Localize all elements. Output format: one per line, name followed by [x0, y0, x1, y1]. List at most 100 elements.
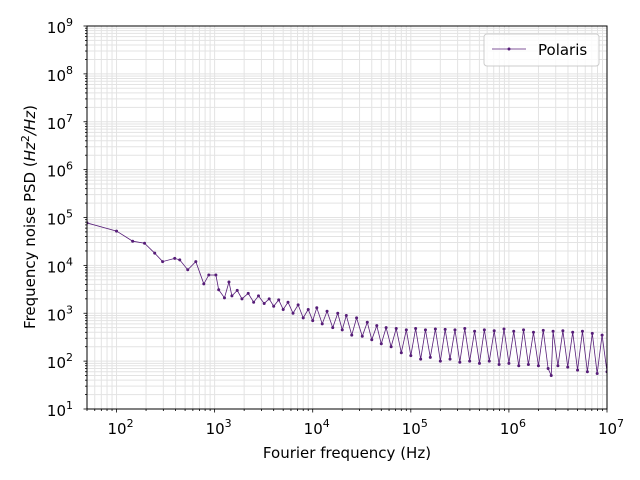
data-point [350, 333, 354, 337]
data-point [143, 241, 147, 245]
data-point [301, 316, 305, 320]
data-point [240, 297, 244, 301]
data-point [384, 326, 388, 330]
y-tick-label: 101 [47, 399, 73, 420]
data-point [186, 268, 190, 272]
data-point [497, 363, 501, 367]
data-point [115, 229, 119, 233]
data-point [492, 329, 496, 333]
data-point [256, 294, 260, 298]
data-point [590, 331, 594, 335]
data-point [433, 327, 437, 331]
data-point [202, 282, 206, 286]
data-point [512, 329, 516, 333]
x-tick-label: 104 [304, 417, 330, 438]
data-point [344, 313, 348, 317]
y-tick-label: 109 [47, 16, 73, 37]
data-point [306, 307, 310, 311]
data-point [428, 355, 432, 359]
data-point [389, 345, 393, 349]
data-point [549, 374, 553, 378]
data-point [546, 367, 550, 371]
series-polaris [87, 221, 607, 378]
y-tick-label: 107 [47, 112, 73, 133]
data-point [222, 296, 226, 300]
legend-marker [507, 47, 511, 51]
data-point [399, 351, 403, 355]
legend-label: Polaris [538, 41, 587, 59]
data-point [375, 324, 379, 328]
data-point [580, 329, 584, 333]
x-axis-label: Fourier frequency (Hz) [263, 444, 431, 462]
series-group [87, 221, 607, 378]
data-point [556, 364, 560, 368]
data-point [571, 330, 575, 334]
data-point [370, 338, 374, 342]
data-point [595, 372, 599, 376]
data-point [414, 327, 418, 331]
y-tick-label: 104 [47, 255, 73, 276]
x-tick-label: 102 [107, 417, 133, 438]
data-point [246, 291, 250, 295]
data-point [477, 361, 481, 365]
x-tick-label: 105 [402, 417, 428, 438]
data-point [217, 288, 221, 292]
data-point [423, 328, 427, 332]
data-point [340, 328, 344, 332]
y-tick-label: 106 [47, 160, 73, 181]
data-point [409, 354, 413, 358]
data-point [230, 294, 234, 298]
data-point [281, 307, 285, 311]
data-point [600, 333, 604, 337]
data-point [320, 322, 324, 326]
x-tick-label: 107 [598, 417, 624, 438]
legend: Polaris [483, 33, 600, 67]
data-point [365, 320, 369, 324]
data-point [487, 359, 491, 363]
data-point [443, 327, 447, 331]
data-point [468, 359, 472, 363]
data-point [296, 303, 300, 307]
data-point [336, 311, 340, 315]
data-point [267, 297, 271, 301]
data-point [194, 260, 198, 264]
x-tick-label: 103 [206, 417, 232, 438]
data-point [502, 327, 506, 331]
data-point [227, 280, 231, 284]
data-point [277, 298, 281, 302]
data-point [507, 361, 511, 365]
ticks: 102 103 104 105 106 107 101 102 103 104 105 106 107 1… [47, 16, 624, 438]
data-point [173, 256, 177, 260]
data-point [360, 334, 364, 338]
data-point [536, 364, 540, 368]
data-point [178, 258, 182, 262]
data-point [355, 316, 359, 320]
data-point [404, 328, 408, 332]
data-point [576, 368, 580, 372]
data-point [522, 328, 526, 332]
y-axis-label: Frequency noise PSD (Hz2/Hz) [19, 105, 39, 329]
data-point [325, 309, 329, 313]
data-point [463, 327, 467, 331]
data-point [131, 239, 135, 243]
data-point [473, 329, 477, 333]
data-point [161, 260, 165, 264]
y-tick-label: 105 [47, 208, 73, 229]
data-point [252, 300, 256, 304]
data-point [207, 273, 211, 277]
data-point [453, 328, 457, 332]
data-point [262, 301, 266, 305]
data-point [438, 359, 442, 363]
data-point [272, 304, 276, 308]
data-point [379, 342, 383, 346]
data-point [291, 311, 295, 315]
data-point [517, 364, 521, 368]
data-point [311, 319, 315, 323]
data-point [419, 357, 423, 361]
x-tick-label: 106 [500, 417, 526, 438]
data-point [566, 365, 570, 369]
data-point [394, 327, 398, 331]
data-point [331, 326, 335, 330]
data-point [526, 363, 530, 367]
